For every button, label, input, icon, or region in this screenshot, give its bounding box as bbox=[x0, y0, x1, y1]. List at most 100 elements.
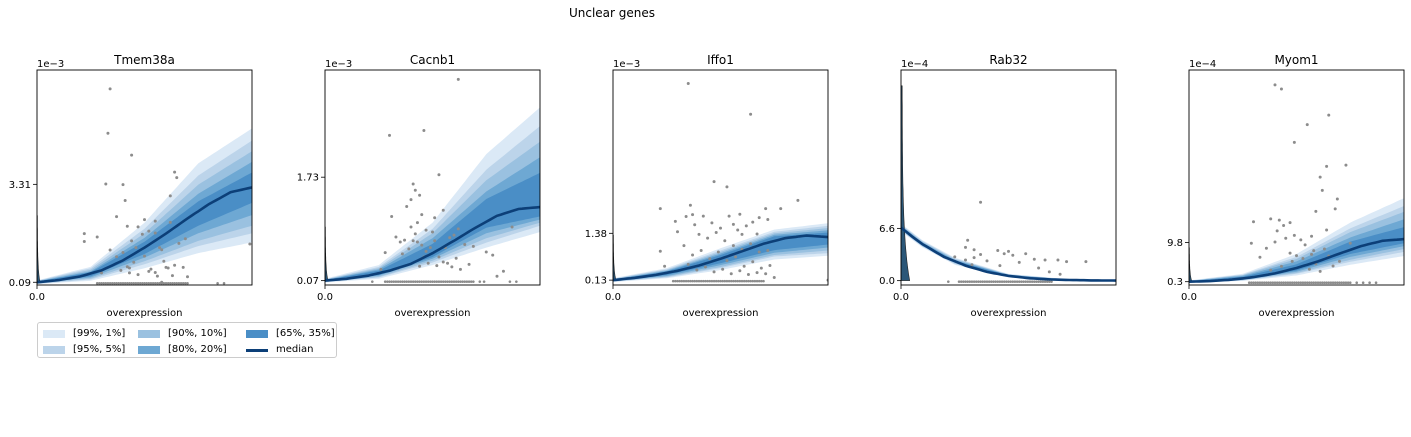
data-point bbox=[147, 269, 151, 273]
data-point bbox=[222, 281, 226, 285]
data-point bbox=[953, 255, 957, 259]
data-point bbox=[749, 112, 753, 116]
data-point bbox=[957, 280, 961, 283]
data-point bbox=[175, 281, 179, 285]
data-point bbox=[1314, 281, 1318, 284]
y-offset-label: 1e−3 bbox=[37, 59, 64, 70]
data-point bbox=[1047, 270, 1051, 274]
data-point bbox=[390, 280, 393, 283]
data-point bbox=[1267, 281, 1270, 284]
data-point bbox=[1252, 281, 1255, 284]
data-point bbox=[714, 231, 718, 235]
data-point bbox=[166, 281, 170, 285]
data-point bbox=[186, 281, 189, 285]
data-point bbox=[158, 281, 161, 285]
data-point bbox=[407, 280, 411, 283]
x-axis-label: overexpression bbox=[1258, 308, 1334, 319]
data-point bbox=[1252, 220, 1255, 224]
data-point bbox=[141, 281, 144, 285]
data-point bbox=[125, 224, 129, 228]
data-point bbox=[433, 280, 436, 283]
data-point bbox=[173, 170, 177, 174]
data-point bbox=[972, 280, 976, 283]
data-point bbox=[1050, 280, 1053, 283]
data-point bbox=[386, 280, 389, 283]
data-point bbox=[1336, 281, 1339, 284]
plot-area bbox=[325, 77, 540, 283]
y-tick-label: 9.8 bbox=[1167, 238, 1183, 249]
panels: 0.093.310.0Tmem38a1e−3overexpression0.07… bbox=[9, 53, 1405, 319]
data-point bbox=[454, 280, 458, 283]
data-point bbox=[738, 212, 742, 216]
data-point bbox=[418, 193, 422, 197]
data-point bbox=[1320, 188, 1324, 192]
x-tick-label: 0.0 bbox=[1181, 292, 1197, 303]
data-point bbox=[169, 281, 172, 285]
data-point bbox=[762, 279, 765, 283]
data-point bbox=[725, 259, 729, 263]
data-point bbox=[501, 269, 505, 273]
data-point bbox=[1043, 258, 1047, 262]
data-point bbox=[134, 246, 138, 250]
data-point bbox=[164, 265, 168, 269]
data-point bbox=[134, 281, 138, 285]
data-point bbox=[970, 263, 974, 267]
data-point bbox=[115, 215, 119, 219]
data-point bbox=[95, 235, 99, 239]
data-point bbox=[171, 281, 174, 285]
data-point bbox=[463, 242, 467, 246]
data-point bbox=[1033, 280, 1036, 283]
data-point bbox=[1017, 280, 1021, 283]
data-point bbox=[1286, 281, 1290, 284]
data-point bbox=[998, 264, 1002, 268]
panel-iffo1: 0.13 1.38 0.0 Iffo1 1e−3 overexpression bbox=[585, 53, 829, 319]
data-point bbox=[428, 246, 432, 250]
data-point bbox=[1305, 123, 1309, 127]
data-point bbox=[1290, 259, 1294, 263]
data-point bbox=[738, 269, 742, 273]
data-point bbox=[121, 183, 125, 187]
data-point bbox=[82, 240, 86, 244]
data-point bbox=[136, 273, 140, 277]
data-point bbox=[396, 280, 400, 283]
data-point bbox=[1024, 280, 1027, 283]
data-point bbox=[1301, 257, 1305, 261]
data-point bbox=[388, 280, 391, 283]
data-point bbox=[691, 279, 694, 283]
data-point bbox=[149, 281, 153, 285]
data-point bbox=[121, 281, 125, 285]
data-point bbox=[1299, 238, 1303, 242]
data-point bbox=[463, 280, 467, 283]
data-point bbox=[422, 128, 426, 132]
data-point bbox=[1043, 280, 1047, 283]
data-point bbox=[751, 279, 755, 283]
y-tick-label: 0.09 bbox=[9, 278, 31, 289]
data-point bbox=[153, 281, 157, 285]
data-point bbox=[403, 280, 406, 283]
data-point bbox=[1310, 252, 1314, 256]
data-point bbox=[766, 249, 770, 253]
data-point bbox=[1279, 87, 1283, 91]
data-point bbox=[738, 279, 742, 283]
data-point bbox=[985, 280, 989, 283]
data-point bbox=[1308, 281, 1311, 284]
data-point bbox=[768, 264, 772, 268]
data-point bbox=[727, 214, 731, 218]
data-point bbox=[712, 270, 716, 274]
data-point bbox=[472, 280, 475, 283]
x-axis-label: overexpression bbox=[394, 308, 470, 319]
data-point bbox=[968, 280, 972, 283]
data-point bbox=[128, 281, 131, 285]
data-point bbox=[972, 248, 976, 252]
data-point bbox=[990, 280, 993, 283]
data-point bbox=[458, 267, 462, 271]
data-point bbox=[424, 280, 428, 283]
data-point bbox=[104, 182, 108, 186]
data-point bbox=[704, 279, 707, 283]
x-axis-label: overexpression bbox=[682, 308, 758, 319]
data-point bbox=[717, 279, 720, 283]
legend-label-95: [95%, 5%] bbox=[73, 344, 126, 355]
data-point bbox=[444, 280, 447, 283]
data-point bbox=[992, 280, 995, 283]
data-point bbox=[964, 280, 967, 283]
